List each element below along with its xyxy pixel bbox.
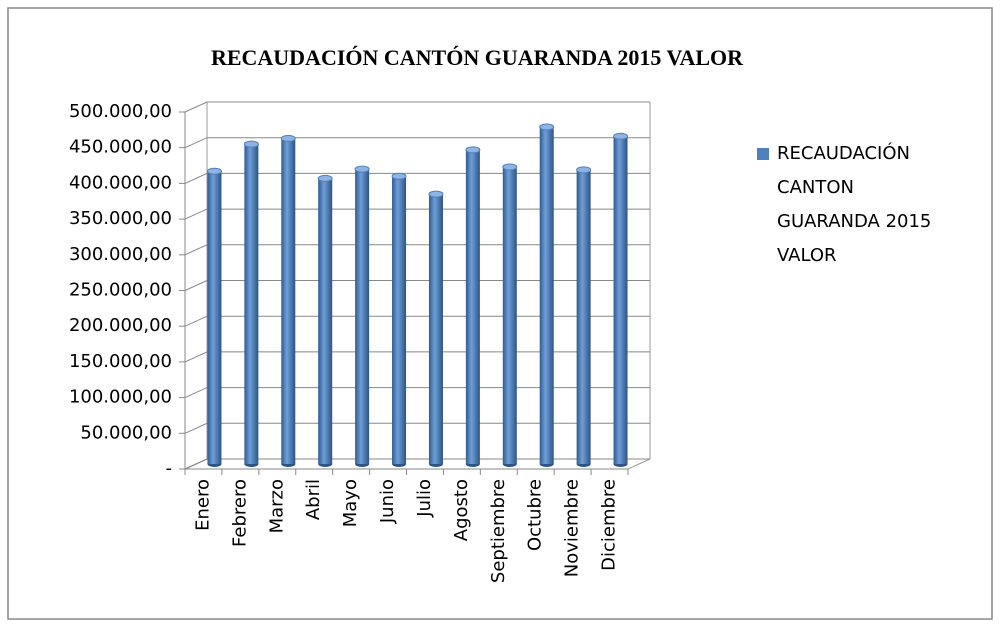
bar-body	[281, 138, 296, 464]
bar-top	[502, 163, 518, 171]
bar-body	[539, 126, 554, 464]
bar-body	[392, 176, 407, 464]
x-tick-label: Julio	[414, 479, 435, 518]
y-tick-label: 450.000,00	[69, 137, 172, 158]
x-tick-label: Mayo	[340, 479, 361, 527]
bar	[502, 163, 518, 467]
y-tick-label: 500.000,00	[69, 101, 172, 122]
bar-top	[428, 190, 444, 198]
bar-body	[207, 171, 222, 464]
grid-line	[184, 137, 650, 149]
bar-body	[355, 169, 370, 465]
bar-body	[244, 144, 259, 465]
y-tick-label: 250.000,00	[69, 280, 172, 301]
y-tick-label: -	[166, 458, 173, 479]
bar-top	[539, 123, 555, 131]
grid-line	[184, 351, 650, 363]
x-tick-label: Marzo	[266, 479, 287, 533]
bar-body	[576, 169, 591, 464]
x-tick-label: Junio	[377, 479, 398, 524]
bar-top	[280, 134, 296, 142]
bar	[243, 140, 259, 467]
legend-label: RECAUDACIÓN CANTON GUARANDA 2015 VALOR	[777, 143, 932, 266]
bar-top	[391, 172, 407, 180]
grid-line	[184, 101, 650, 113]
grid-line	[184, 208, 650, 220]
grid-line	[184, 422, 650, 434]
y-tick-label: 50.000,00	[80, 422, 172, 443]
x-tick-label: Agosto	[451, 479, 472, 541]
grid-line	[184, 244, 650, 256]
bar	[465, 146, 481, 467]
x-tick-label: Abril	[303, 479, 324, 520]
grid-line	[184, 172, 650, 184]
bar	[391, 172, 407, 467]
bar	[539, 123, 555, 467]
chart-title: RECAUDACIÓN CANTÓN GUARANDA 2015 VALOR	[211, 45, 744, 70]
y-tick-label: 100.000,00	[69, 387, 172, 408]
grid-line	[184, 387, 650, 399]
bar-body	[318, 178, 333, 464]
bar-top	[465, 146, 481, 154]
x-tick-label: Febrero	[229, 479, 250, 547]
grid-line	[184, 315, 650, 327]
chart-border	[7, 7, 993, 620]
bar-top	[613, 132, 629, 140]
bar	[280, 134, 296, 467]
bar-top	[576, 166, 592, 174]
grid-line	[184, 458, 650, 470]
y-tick-label: 400.000,00	[69, 172, 172, 193]
bar	[576, 166, 592, 467]
bar-body	[465, 149, 480, 464]
x-tick-label: Diciembre	[599, 479, 620, 571]
bar-top	[317, 174, 333, 182]
bar	[428, 190, 444, 467]
bar	[317, 174, 333, 467]
bar-body	[613, 136, 628, 465]
grid-line	[184, 280, 650, 291]
bar	[613, 132, 629, 467]
bar	[206, 167, 222, 467]
bar-top	[354, 165, 370, 173]
x-tick-label: Octubre	[525, 479, 546, 551]
bar-top	[243, 140, 259, 148]
legend-swatch	[757, 148, 769, 160]
x-tick-label: Septiembre	[488, 479, 509, 583]
x-tick-label: Noviembre	[562, 479, 583, 577]
bar-body	[502, 166, 517, 464]
bar-top	[206, 167, 222, 175]
bar-body	[428, 194, 443, 464]
y-tick-label: 350.000,00	[69, 208, 172, 229]
y-tick-label: 200.000,00	[69, 315, 172, 336]
legend: RECAUDACIÓN CANTON GUARANDA 2015 VALOR	[757, 137, 952, 273]
y-tick-label: 150.000,00	[69, 351, 172, 372]
y-tick-label: 300.000,00	[69, 244, 172, 265]
x-tick-label: Enero	[192, 479, 213, 531]
bar	[354, 165, 370, 467]
